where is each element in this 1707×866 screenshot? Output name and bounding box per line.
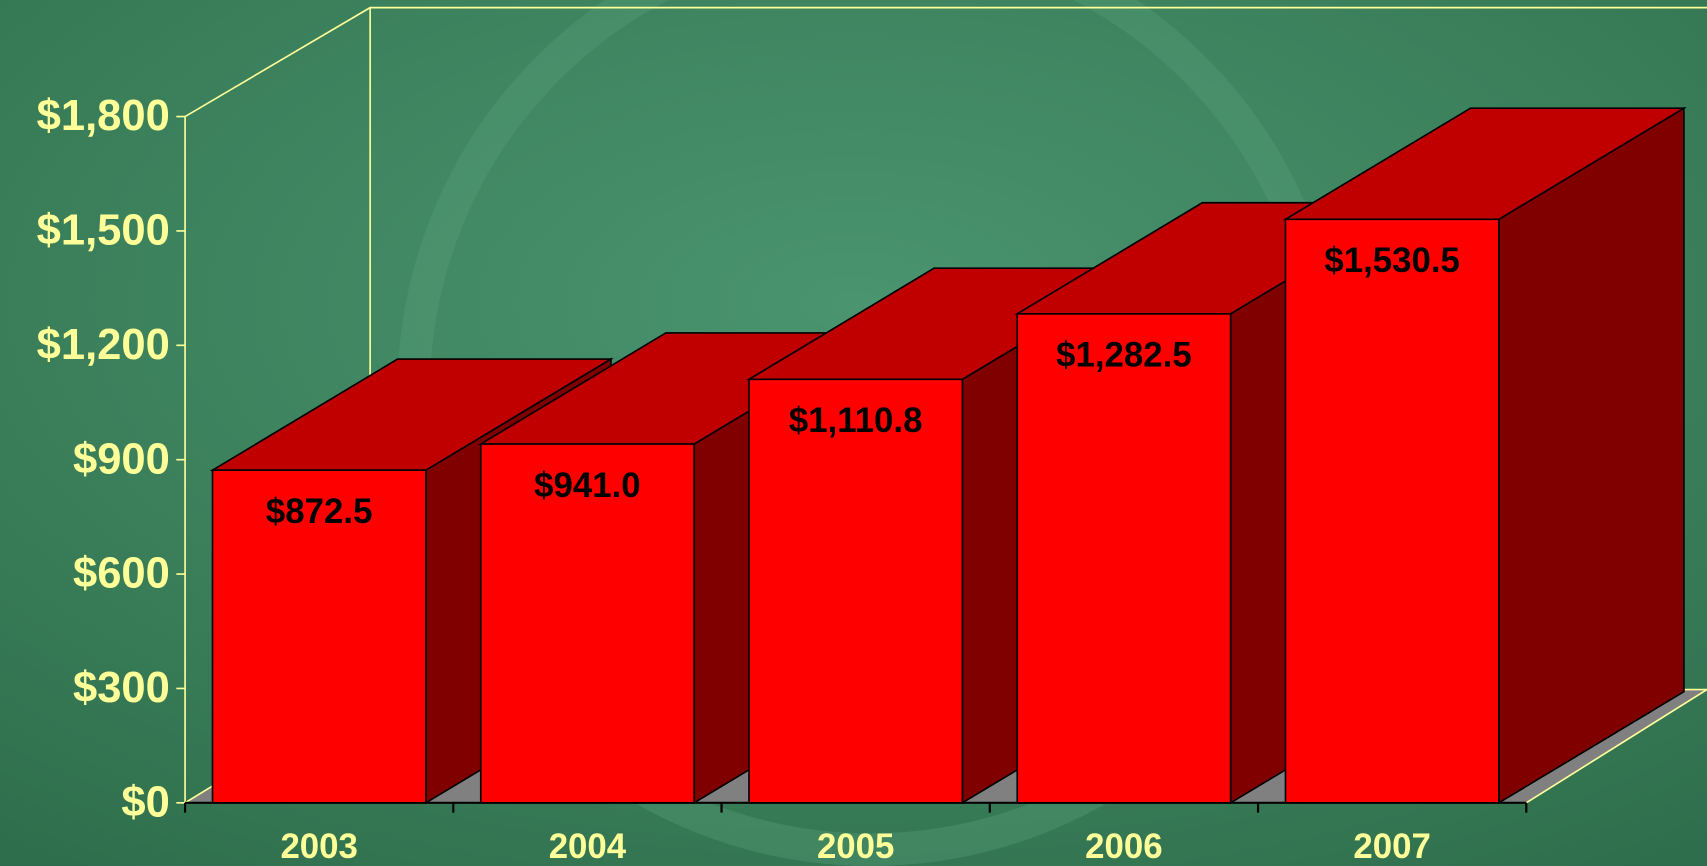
y-tick-label: $1,500 xyxy=(37,207,170,255)
bar xyxy=(748,378,964,804)
y-tick-label: $600 xyxy=(73,550,170,598)
data-label: $1,282.5 xyxy=(1056,336,1192,375)
y-tick-label: $900 xyxy=(73,435,170,483)
data-label: $872.5 xyxy=(266,492,372,531)
bar-side xyxy=(1498,106,1685,805)
data-label: $1,110.8 xyxy=(789,401,923,440)
x-tick-label: 2005 xyxy=(817,827,894,866)
y-tick-label: $0 xyxy=(121,778,169,826)
bar xyxy=(479,443,695,804)
bar xyxy=(1284,218,1500,804)
y-tick-label: $300 xyxy=(73,664,170,712)
y-tick-label: $1,200 xyxy=(37,321,170,369)
x-tick-label: 2006 xyxy=(1085,827,1162,866)
x-tick-label: 2004 xyxy=(549,827,627,866)
data-label: $1,530.5 xyxy=(1324,241,1460,280)
x-tick-label: 2007 xyxy=(1353,827,1430,866)
y-tick-label: $1,800 xyxy=(37,92,170,140)
data-label: $941.0 xyxy=(534,466,640,505)
bar xyxy=(211,469,427,804)
x-tick-label: 2003 xyxy=(280,827,357,866)
bar xyxy=(1016,313,1232,804)
